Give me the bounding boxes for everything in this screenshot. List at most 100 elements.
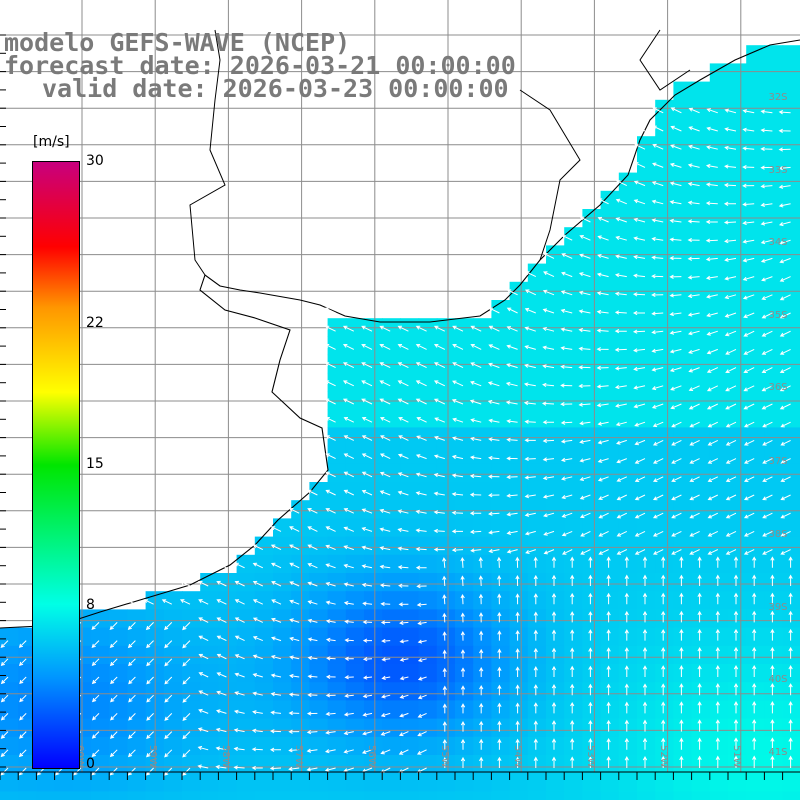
wind-arrow xyxy=(379,344,391,350)
wind-arrow xyxy=(760,202,773,207)
speed-cell xyxy=(364,536,383,556)
speed-cell xyxy=(600,682,620,701)
wind-arrow xyxy=(687,219,700,224)
wind-arrow xyxy=(543,271,555,278)
speed-cell xyxy=(455,336,474,356)
wind-arrow xyxy=(164,640,173,649)
speed-cell xyxy=(345,427,365,447)
speed-cell xyxy=(309,718,329,738)
wind-arrow xyxy=(497,593,502,605)
speed-cell xyxy=(473,736,492,756)
wind-arrow xyxy=(306,729,318,735)
wind-arrow xyxy=(733,628,739,641)
speed-cell xyxy=(182,791,201,800)
speed-cell xyxy=(455,755,474,774)
wind-arrow xyxy=(661,574,666,586)
speed-cell xyxy=(746,736,765,756)
wind-arrow xyxy=(651,311,664,316)
wind-arrow xyxy=(524,419,536,424)
speed-cell xyxy=(291,536,310,556)
speed-cell xyxy=(200,645,219,665)
wind-arrow xyxy=(742,146,755,151)
speed-cell xyxy=(527,591,547,610)
speed-cell xyxy=(564,409,583,428)
wind-arrow xyxy=(723,201,736,206)
speed-cell xyxy=(309,500,329,519)
wind-arrow xyxy=(733,592,739,605)
wind-arrow xyxy=(652,549,664,555)
speed-cell xyxy=(746,609,765,629)
wind-arrow xyxy=(715,683,720,696)
wind-arrow xyxy=(770,592,775,605)
wind-arrow xyxy=(642,755,648,768)
speed-cell xyxy=(473,718,492,738)
wind-arrow xyxy=(706,312,718,318)
speed-cell xyxy=(418,409,438,428)
wind-arrow xyxy=(733,755,739,768)
speed-cell xyxy=(91,627,110,647)
speed-cell xyxy=(491,336,511,356)
speed-cell xyxy=(509,682,529,701)
speed-cell xyxy=(637,427,656,447)
wind-arrow xyxy=(542,420,554,425)
wind-arrow xyxy=(506,549,518,554)
speed-cell xyxy=(618,645,638,665)
speed-cell xyxy=(782,427,800,447)
wind-arrow xyxy=(506,493,518,498)
speed-cell xyxy=(455,409,474,428)
wind-arrow xyxy=(762,476,773,482)
speed-cell xyxy=(254,736,274,756)
speed-cell xyxy=(400,718,420,738)
wind-arrow xyxy=(307,563,318,569)
speed-cell xyxy=(364,627,383,647)
speed-cell xyxy=(546,463,565,483)
speed-cell xyxy=(764,645,784,665)
speed-cell xyxy=(691,791,711,800)
speed-cell xyxy=(764,718,784,738)
wind-arrow xyxy=(146,694,154,703)
speed-cell xyxy=(72,791,92,800)
wind-arrow xyxy=(216,635,227,642)
wind-arrow xyxy=(380,731,391,736)
speed-cell xyxy=(436,664,456,683)
wind-arrow xyxy=(270,636,282,642)
speed-cell xyxy=(582,554,602,574)
wind-arrow xyxy=(652,458,664,464)
speed-cell xyxy=(72,773,92,792)
speed-cell xyxy=(473,336,492,356)
speed-cell xyxy=(782,172,800,192)
wind-arrow xyxy=(651,255,664,260)
speed-cell xyxy=(327,645,347,665)
wind-arrow xyxy=(606,756,611,768)
wind-arrow xyxy=(651,199,664,205)
speed-cell xyxy=(637,736,656,756)
speed-cell xyxy=(309,536,329,556)
wind-arrow xyxy=(778,110,791,115)
wind-arrow xyxy=(399,694,409,699)
wind-arrow xyxy=(109,767,118,776)
wind-arrow xyxy=(706,385,719,392)
wind-arrow xyxy=(506,474,518,480)
wind-arrow xyxy=(479,738,484,750)
speed-cell xyxy=(109,627,128,647)
wind-arrow xyxy=(270,526,282,532)
speed-cell xyxy=(618,591,638,610)
speed-cell xyxy=(109,791,128,800)
wind-arrow xyxy=(788,628,793,641)
wind-arrow xyxy=(579,216,591,223)
wind-arrow xyxy=(91,622,100,630)
wind-arrow xyxy=(399,620,409,625)
speed-cell xyxy=(455,500,474,519)
speed-cell xyxy=(673,627,693,647)
speed-cell xyxy=(91,791,110,800)
wind-arrow xyxy=(743,439,755,446)
speed-cell xyxy=(527,445,547,465)
wind-arrow xyxy=(399,639,409,644)
speed-cell xyxy=(782,99,800,119)
speed-cell xyxy=(509,627,529,647)
wind-arrow xyxy=(578,327,591,333)
speed-cell xyxy=(254,609,274,629)
wind-arrow xyxy=(442,703,447,714)
wind-arrow xyxy=(570,629,575,641)
wind-arrow xyxy=(642,701,648,714)
